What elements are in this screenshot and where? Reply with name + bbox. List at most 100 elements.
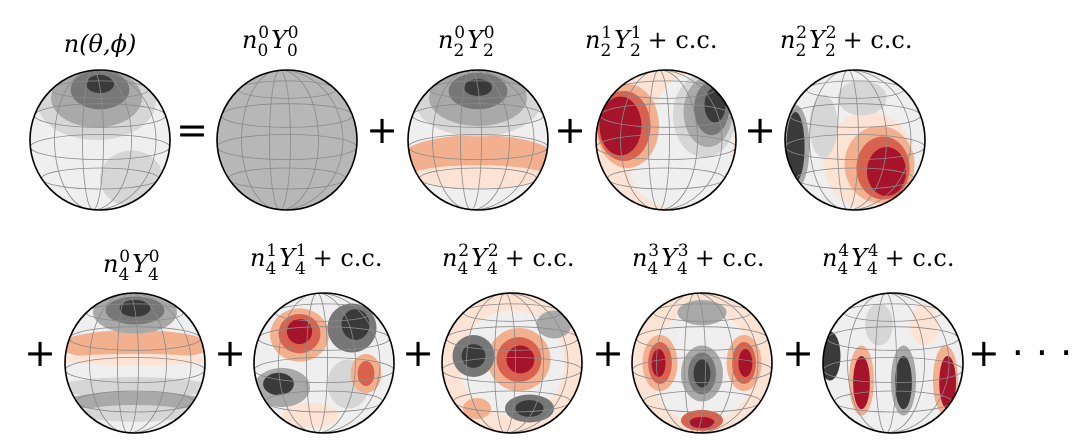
trailing-ellipsis: + · · · bbox=[968, 331, 1072, 375]
label-Y-lower: 4 bbox=[867, 259, 878, 279]
density-sphere-icon bbox=[29, 69, 171, 211]
harmonic-sphere-icon-41 bbox=[253, 292, 395, 434]
label-cc: + c.c. bbox=[313, 244, 383, 272]
label-n-upper: 1 bbox=[266, 241, 277, 261]
label-Y-lower: 2 bbox=[630, 41, 641, 61]
label-Y: Y bbox=[467, 26, 485, 54]
label-n-upper: 4 bbox=[838, 241, 849, 261]
label-n-lower: 2 bbox=[795, 41, 806, 61]
label-n-upper: 0 bbox=[119, 247, 130, 267]
term-label-42: n42Y42 + c.c. bbox=[442, 241, 575, 279]
harmonic-sphere-icon-20 bbox=[407, 69, 549, 211]
label-n: n bbox=[780, 26, 795, 54]
label-n-lower: 0 bbox=[257, 41, 268, 61]
plus-sign: + bbox=[782, 331, 814, 375]
label-Y-upper: 3 bbox=[678, 241, 689, 261]
label-n-lower: 4 bbox=[265, 259, 276, 279]
plus-sign: + bbox=[24, 331, 56, 375]
label-Y: Y bbox=[471, 244, 489, 272]
label-Y: Y bbox=[271, 26, 289, 54]
harmonic-sphere-icon-44 bbox=[822, 292, 964, 434]
harmonic-sphere-icon-21 bbox=[595, 69, 737, 211]
lhs-label-text: n(θ,ϕ) bbox=[64, 30, 137, 58]
term-label-44: n44Y44 + c.c. bbox=[822, 241, 955, 279]
sphere-shading bbox=[785, 70, 925, 210]
sphere-shading bbox=[632, 293, 772, 433]
term-label-00: n00Y00 bbox=[242, 23, 299, 61]
label-n-lower: 2 bbox=[453, 41, 464, 61]
sphere-shading bbox=[254, 293, 394, 433]
label-Y-upper: 0 bbox=[288, 23, 299, 43]
label-Y-lower: 0 bbox=[287, 41, 298, 61]
label-Y-lower: 4 bbox=[295, 259, 306, 279]
sphere-shading bbox=[823, 293, 963, 433]
harmonic-sphere-icon-40 bbox=[64, 292, 206, 434]
label-n-lower: 4 bbox=[647, 259, 658, 279]
label-Y-upper: 0 bbox=[484, 23, 495, 43]
label-n: n bbox=[438, 26, 453, 54]
harmonic-sphere-icon-42 bbox=[441, 292, 583, 434]
label-n: n bbox=[585, 26, 600, 54]
plus-sign: + bbox=[402, 331, 434, 375]
label-Y: Y bbox=[614, 26, 632, 54]
label-Y-lower: 4 bbox=[677, 259, 688, 279]
harmonic-sphere-icon-43 bbox=[631, 292, 773, 434]
plus-sign: + bbox=[366, 108, 398, 152]
label-n-upper: 1 bbox=[601, 23, 612, 43]
equals-sign: = bbox=[176, 108, 208, 152]
label-n-upper: 2 bbox=[458, 241, 469, 261]
label-Y: Y bbox=[279, 244, 297, 272]
label-n: n bbox=[632, 244, 647, 272]
term-label-40: n40Y40 bbox=[103, 247, 160, 285]
label-Y-upper: 0 bbox=[149, 247, 160, 267]
label-Y-upper: 4 bbox=[868, 241, 879, 261]
label-Y-lower: 2 bbox=[825, 41, 836, 61]
label-n-upper: 3 bbox=[648, 241, 659, 261]
uniform-sphere-icon bbox=[216, 69, 358, 211]
label-n: n bbox=[103, 250, 118, 278]
label-Y: Y bbox=[851, 244, 869, 272]
label-n-upper: 0 bbox=[258, 23, 269, 43]
label-cc: + c.c. bbox=[648, 26, 718, 54]
sphere-shading bbox=[30, 70, 170, 210]
harmonic-sphere-icon-22 bbox=[784, 69, 926, 211]
label-n-lower: 4 bbox=[457, 259, 468, 279]
label-Y-upper: 1 bbox=[631, 23, 642, 43]
label-Y-upper: 2 bbox=[826, 23, 837, 43]
sphere-shading bbox=[408, 70, 548, 210]
label-cc: + c.c. bbox=[885, 244, 955, 272]
sphere-shading bbox=[442, 293, 582, 433]
term-label-22: n22Y22 + c.c. bbox=[780, 23, 913, 61]
label-n: n bbox=[822, 244, 837, 272]
label-Y: Y bbox=[132, 250, 150, 278]
label-Y-upper: 2 bbox=[488, 241, 499, 261]
label-n-lower: 4 bbox=[837, 259, 848, 279]
label-n-upper: 0 bbox=[454, 23, 465, 43]
sphere-shading bbox=[217, 70, 357, 210]
sphere-shading bbox=[65, 293, 205, 433]
label-n: n bbox=[250, 244, 265, 272]
term-label-20: n20Y20 bbox=[438, 23, 495, 61]
label-Y: Y bbox=[661, 244, 679, 272]
label-n-lower: 2 bbox=[600, 41, 611, 61]
label-Y: Y bbox=[809, 26, 827, 54]
plus-sign: + bbox=[214, 331, 246, 375]
lhs-label: n(θ,ϕ) bbox=[64, 30, 137, 58]
term-label-43: n43Y43 + c.c. bbox=[632, 241, 765, 279]
label-n-lower: 4 bbox=[118, 265, 129, 285]
plus-sign: + bbox=[744, 108, 776, 152]
plus-sign: + bbox=[554, 108, 586, 152]
label-n: n bbox=[242, 26, 257, 54]
term-label-21: n21Y21 + c.c. bbox=[585, 23, 718, 61]
label-Y-lower: 4 bbox=[487, 259, 498, 279]
label-cc: + c.c. bbox=[695, 244, 765, 272]
term-label-41: n41Y41 + c.c. bbox=[250, 241, 383, 279]
label-Y-lower: 2 bbox=[483, 41, 494, 61]
sphere-shading bbox=[596, 70, 736, 210]
label-cc: + c.c. bbox=[505, 244, 575, 272]
label-n: n bbox=[442, 244, 457, 272]
label-Y-lower: 4 bbox=[148, 265, 159, 285]
label-n-upper: 2 bbox=[796, 23, 807, 43]
